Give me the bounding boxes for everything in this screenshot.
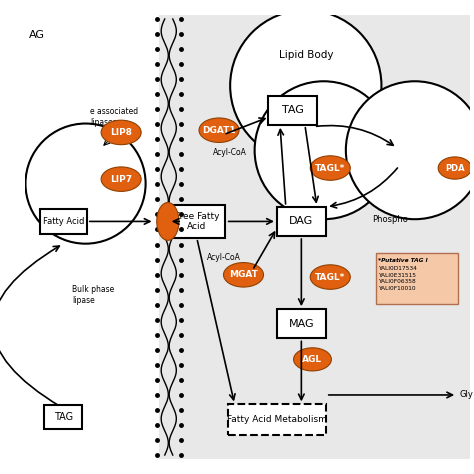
Text: Lipid Body: Lipid Body [279, 50, 333, 60]
Text: DGAT1: DGAT1 [202, 126, 236, 135]
Text: YALI0F06358: YALI0F06358 [378, 279, 416, 284]
Text: e associated
lipases: e associated lipases [90, 107, 138, 127]
Circle shape [255, 81, 392, 219]
Ellipse shape [293, 348, 331, 371]
Ellipse shape [310, 156, 350, 180]
Text: YALI0E31515: YALI0E31515 [378, 273, 416, 278]
Text: Gly: Gly [459, 391, 473, 400]
Text: LIP7: LIP7 [110, 174, 132, 183]
Text: Free Fatty
Acid: Free Fatty Acid [174, 212, 219, 231]
Text: AGL: AGL [302, 355, 322, 364]
Text: Phospho: Phospho [373, 215, 409, 224]
Bar [268, 96, 317, 125]
Text: Acyl-CoA: Acyl-CoA [213, 148, 247, 157]
Bar [277, 207, 326, 236]
Bar [277, 310, 326, 338]
Ellipse shape [223, 263, 264, 287]
Ellipse shape [157, 202, 179, 240]
Circle shape [230, 10, 382, 161]
Bar [45, 405, 82, 429]
Text: MAG: MAG [289, 319, 314, 329]
Text: YALI0F10010: YALI0F10010 [378, 286, 416, 291]
Bar [376, 253, 458, 304]
Text: Fatty Acid: Fatty Acid [43, 217, 84, 226]
Text: LIP8: LIP8 [110, 128, 132, 137]
Bar [228, 404, 326, 435]
Text: TAGL*: TAGL* [315, 164, 346, 173]
Bar [159, 15, 470, 459]
Text: TAG: TAG [282, 105, 303, 115]
Text: Acyl-CoA: Acyl-CoA [207, 253, 240, 262]
Bar [26, 15, 159, 459]
Text: PDA: PDA [445, 164, 465, 173]
Ellipse shape [199, 118, 239, 143]
Text: TAGL*: TAGL* [315, 273, 346, 282]
Bar [40, 209, 87, 234]
Ellipse shape [310, 265, 350, 289]
Ellipse shape [101, 120, 141, 145]
Text: MGAT: MGAT [229, 270, 258, 279]
Text: TAG: TAG [54, 412, 73, 422]
Ellipse shape [101, 167, 141, 191]
Ellipse shape [438, 157, 472, 179]
Text: AG: AG [29, 30, 45, 40]
Text: Bulk phase
lipase: Bulk phase lipase [72, 285, 114, 304]
Text: YALI0D17534: YALI0D17534 [378, 266, 417, 271]
Bar [169, 205, 225, 238]
Circle shape [346, 81, 474, 219]
Text: Fatty Acid Metabolism: Fatty Acid Metabolism [227, 415, 327, 424]
Text: *Putative TAG l: *Putative TAG l [378, 258, 428, 264]
Text: DAG: DAG [289, 217, 313, 227]
